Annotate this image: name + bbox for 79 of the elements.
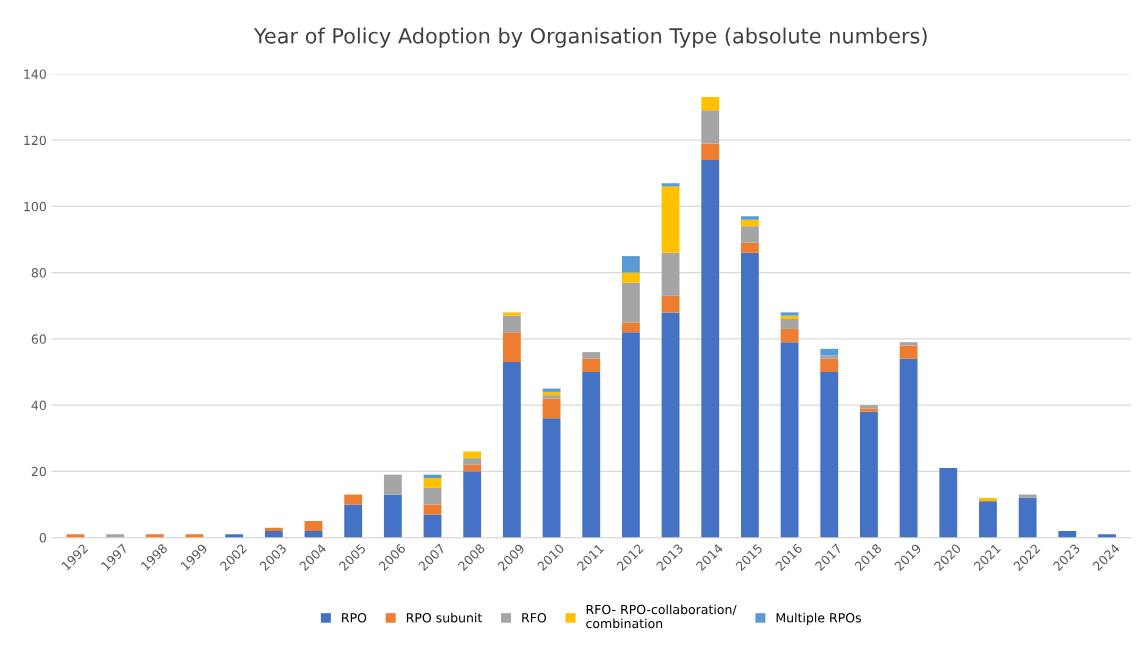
bar	[463, 471, 482, 538]
y-tick-label: 20	[31, 466, 46, 477]
bar	[145, 534, 164, 538]
bar	[463, 458, 482, 465]
bar	[1018, 497, 1037, 538]
legend-label: RFO- RPO-collaboration/ combination	[586, 604, 737, 629]
chart-title: Year of Policy Adoption by Organisation Type (absolute numbers)	[253, 27, 927, 48]
bar	[106, 534, 125, 538]
bar	[502, 312, 521, 316]
bar	[740, 219, 759, 227]
bar	[502, 332, 521, 363]
bar	[661, 186, 680, 253]
legend-label: RPO subunit	[406, 612, 482, 623]
bar	[820, 355, 839, 359]
y-tick-label: 120	[24, 135, 46, 146]
bar	[225, 534, 244, 538]
bar	[979, 497, 997, 502]
bar	[542, 398, 561, 419]
bar	[621, 272, 640, 283]
bar	[661, 312, 680, 538]
bar	[344, 494, 363, 505]
bar	[582, 352, 601, 359]
y-tick-label: 80	[31, 268, 46, 278]
bar	[264, 530, 283, 538]
bar	[621, 322, 640, 333]
bar	[979, 501, 997, 538]
bar	[701, 97, 720, 111]
y-tick-label: 140	[24, 69, 46, 79]
legend-label: Multiple RPOs	[776, 612, 861, 625]
bar	[304, 521, 323, 531]
bar	[1058, 530, 1077, 538]
bar	[621, 332, 640, 538]
legend-label: RFO	[522, 613, 547, 623]
bar	[661, 252, 680, 296]
bar	[740, 242, 759, 253]
y-tick-label: 40	[31, 400, 46, 411]
bar	[582, 372, 601, 538]
bar	[463, 464, 482, 472]
bar	[383, 494, 402, 538]
bar	[621, 282, 640, 323]
bar	[423, 477, 442, 488]
bar	[701, 160, 720, 538]
bar	[740, 216, 759, 220]
bar	[542, 418, 561, 538]
bar	[740, 226, 759, 243]
bar	[383, 474, 402, 495]
bar	[264, 527, 283, 531]
legend-label: RPO	[342, 613, 367, 623]
bar	[344, 504, 363, 538]
bar	[780, 315, 799, 320]
bar	[899, 345, 918, 359]
bar	[820, 372, 839, 538]
bar	[423, 504, 442, 515]
bar	[701, 143, 720, 161]
bar	[502, 315, 521, 333]
y-tick-label: 100	[24, 201, 46, 212]
bar	[820, 358, 839, 372]
y-tick-label: 60	[31, 334, 46, 344]
y-tick-label: 0	[39, 533, 46, 543]
bar	[780, 342, 799, 538]
bar	[1018, 494, 1037, 498]
bar	[780, 319, 799, 329]
bar	[701, 110, 720, 144]
bar	[661, 183, 680, 187]
bar	[899, 342, 918, 346]
bar	[939, 468, 958, 538]
bar	[899, 358, 918, 538]
bar	[502, 362, 521, 538]
bar	[860, 411, 878, 538]
bar	[463, 451, 482, 459]
bar	[740, 252, 759, 538]
bar	[621, 256, 640, 273]
bar	[820, 348, 839, 356]
bar	[423, 487, 442, 505]
bar	[661, 295, 680, 313]
bar	[582, 358, 601, 372]
bar	[780, 328, 799, 343]
bar	[423, 514, 442, 538]
bar	[1098, 534, 1116, 538]
